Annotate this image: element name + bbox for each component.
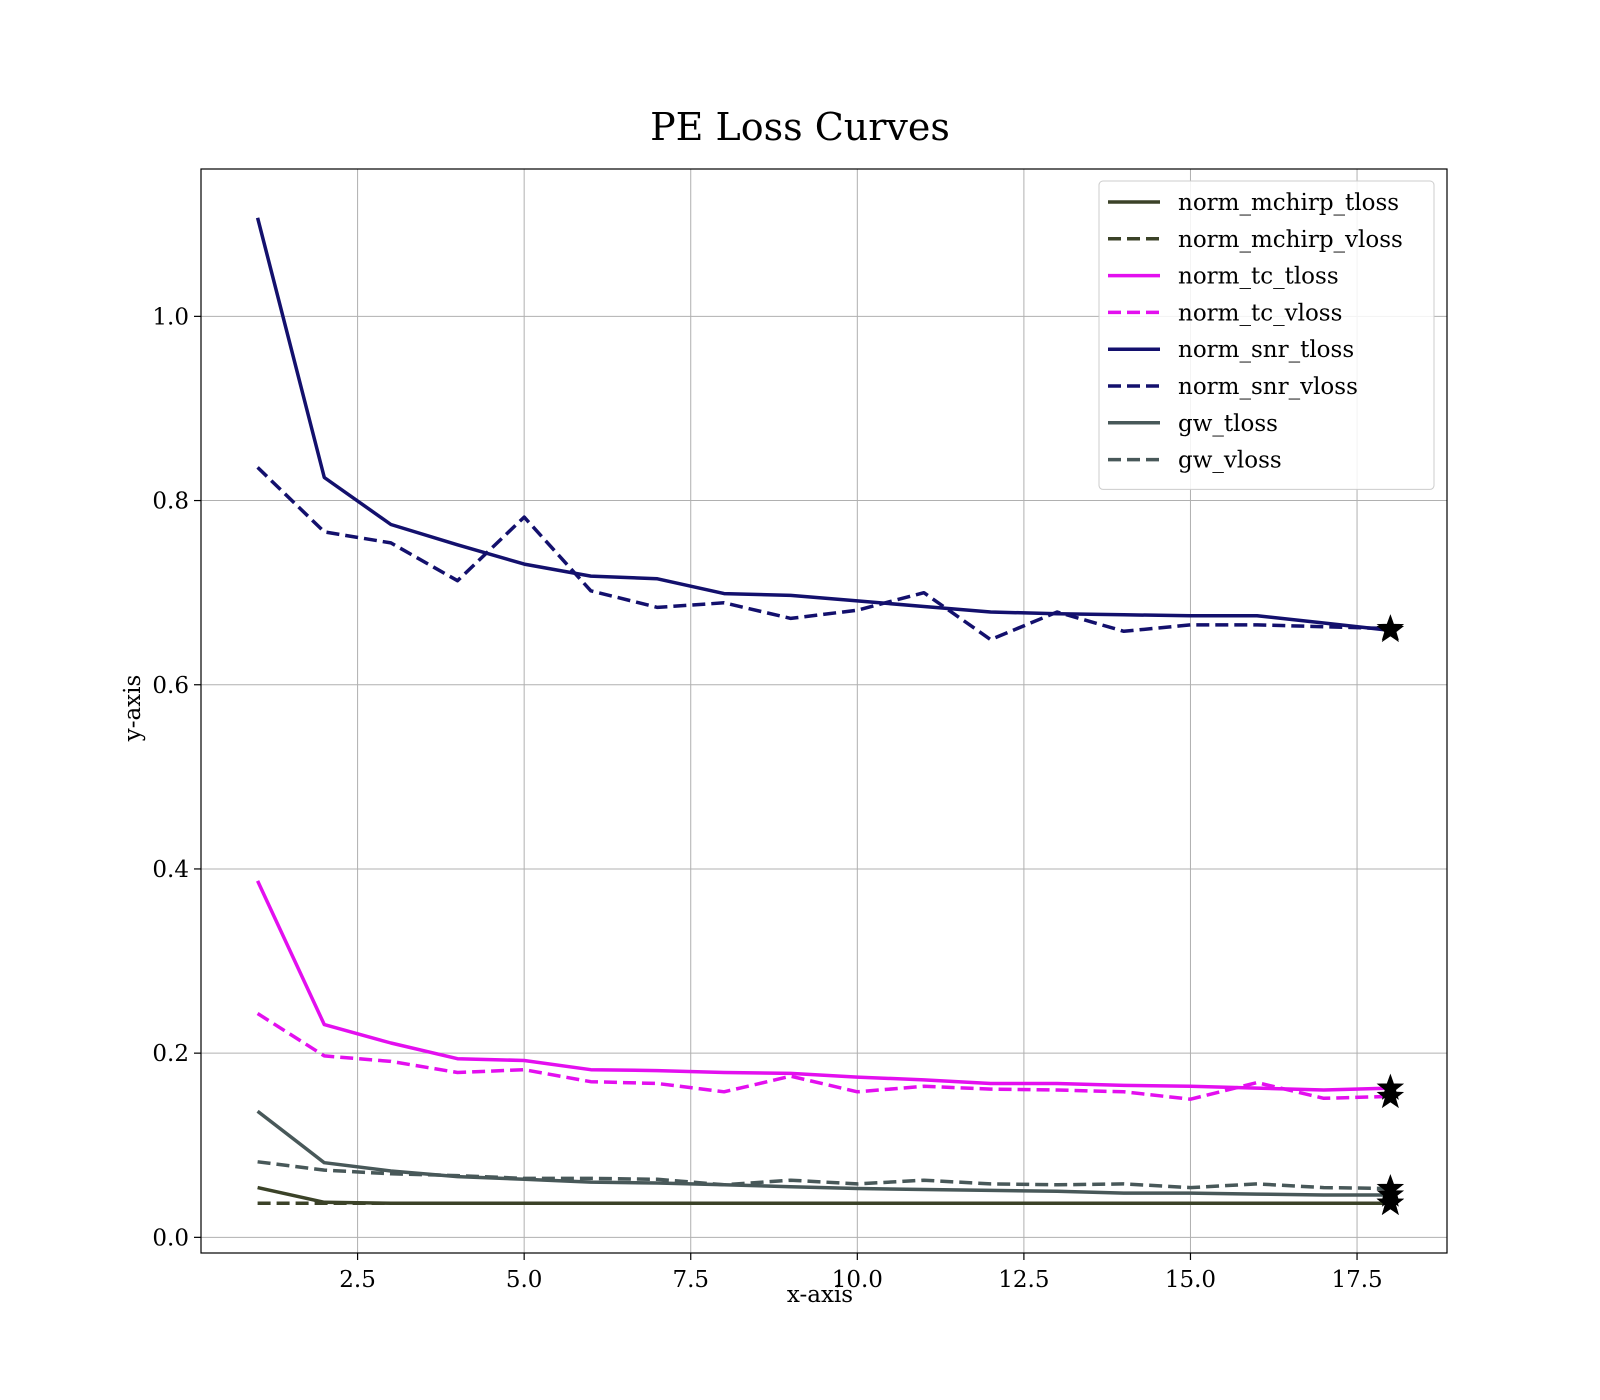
legend-label: norm_snr_tloss — [1178, 337, 1354, 363]
series-line-gw-tloss — [256, 1109, 1391, 1197]
end-markers — [1376, 614, 1405, 1216]
y-tick-label: 0.4 — [152, 857, 189, 883]
legend-item-norm-mchirp-vloss: norm_mchirp_vloss — [1108, 227, 1403, 253]
legend-label: gw_tloss — [1178, 411, 1278, 437]
legend-label: norm_snr_vloss — [1178, 374, 1358, 400]
y-axis-label: y-axis — [120, 675, 146, 743]
series-norm-tc-tloss — [256, 880, 1391, 1092]
x-tick-label: 15.0 — [1165, 1267, 1216, 1293]
series-norm-tc-vloss — [256, 1012, 1391, 1101]
x-tick-label: 2.5 — [339, 1267, 376, 1293]
legend-label: norm_mchirp_tloss — [1178, 190, 1399, 216]
legend-box — [1098, 180, 1435, 490]
y-tick-label: 0.0 — [152, 1225, 189, 1251]
legend-item-norm-snr-vloss: norm_snr_vloss — [1108, 374, 1358, 400]
end-star-marker — [1376, 1174, 1405, 1201]
legend-label: norm_tc_vloss — [1178, 300, 1342, 326]
end-star-marker — [1376, 1081, 1405, 1109]
series-norm-snr-vloss — [256, 466, 1391, 642]
legend-label: norm_mchirp_vloss — [1178, 227, 1403, 253]
series-line-norm-tc-tloss — [256, 880, 1391, 1092]
y-tick-label: 1.0 — [152, 304, 189, 330]
legend: norm_mchirp_tloss norm_mchirp_vloss norm_t… — [1098, 180, 1435, 490]
series-norm-mchirp-tloss — [257, 1185, 1391, 1206]
legend-item-norm-tc-tloss: norm_tc_tloss — [1108, 264, 1339, 290]
x-tick-label: 10.0 — [832, 1267, 883, 1293]
legend-item-norm-mchirp-tloss: norm_mchirp_tloss — [1108, 190, 1399, 216]
legend-label: gw_vloss — [1178, 448, 1282, 474]
series-line-norm-snr-tloss — [255, 217, 1391, 633]
x-tick-label: 17.5 — [1331, 1267, 1382, 1293]
y-tick-label: 0.2 — [152, 1041, 189, 1067]
y-tick-label: 0.6 — [152, 673, 189, 699]
end-star-marker — [1376, 1188, 1405, 1216]
series-line-norm-tc-vloss — [256, 1012, 1391, 1101]
series-norm-snr-tloss — [255, 217, 1391, 633]
chart-title: PE Loss Curves — [650, 105, 950, 149]
axis-ticks: 2.5 5.0 7.5 10.0 12.5 15.0 17.5 0.0 0.2 0.4 0.6 0.8… — [152, 304, 1382, 1293]
legend-item-norm-tc-vloss: norm_tc_vloss — [1108, 300, 1342, 326]
legend-item-gw-vloss: gw_vloss — [1108, 448, 1282, 474]
x-tick-label: 7.5 — [672, 1267, 709, 1293]
x-axis-label: x-axis — [787, 1282, 853, 1308]
series-line-norm-mchirp-tloss — [257, 1185, 1391, 1206]
series-line-norm-snr-vloss — [256, 466, 1391, 642]
x-tick-label: 12.5 — [998, 1267, 1049, 1293]
series-gw-tloss — [256, 1109, 1391, 1197]
y-tick-label: 0.8 — [152, 489, 189, 515]
legend-item-norm-snr-tloss: norm_snr_tloss — [1108, 337, 1354, 363]
x-tick-label: 5.0 — [506, 1267, 543, 1293]
series-lines — [255, 217, 1391, 1206]
legend-label: norm_tc_tloss — [1178, 264, 1339, 290]
plot-frame — [200, 168, 1448, 1254]
legend-item-gw-tloss: gw_tloss — [1108, 411, 1278, 437]
end-star-marker — [1376, 614, 1405, 641]
